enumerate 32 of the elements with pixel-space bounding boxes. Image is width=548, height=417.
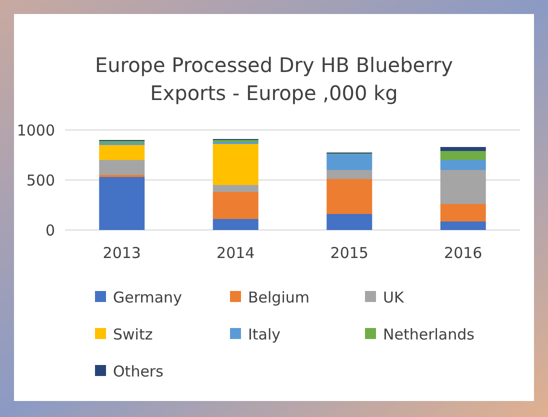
bar	[440, 147, 486, 151]
legend-label: Others	[113, 362, 164, 380]
legend-label: Germany	[113, 288, 182, 306]
legend-label: Netherlands	[383, 325, 475, 344]
bar	[326, 214, 372, 230]
legend-label: Switz	[113, 325, 153, 344]
bar	[212, 219, 258, 230]
legend-label: Belgium	[248, 288, 310, 306]
bar	[99, 160, 145, 175]
y-tick-label: 0	[45, 221, 55, 240]
bar	[99, 177, 145, 230]
bar	[99, 145, 145, 160]
x-tick-label: 2015	[330, 244, 368, 262]
legend-label: Italy	[248, 325, 281, 344]
legend-label: UK	[383, 288, 405, 306]
y-tick-label: 500	[26, 171, 55, 190]
chart-title: Europe Processed Dry HB Blueberry Exports - Europe ,000 kg	[94, 53, 454, 105]
bar	[440, 170, 486, 204]
bar	[440, 204, 486, 222]
bar	[326, 170, 372, 179]
bar	[326, 154, 372, 170]
y-tick-label: 1000	[16, 121, 55, 140]
bar	[440, 222, 486, 230]
x-tick-label: 2016	[444, 244, 482, 262]
x-tick-label: 2014	[216, 244, 255, 262]
bar	[212, 144, 258, 185]
bar	[212, 192, 258, 219]
bar	[326, 179, 372, 214]
bar	[212, 185, 258, 192]
bar	[440, 160, 486, 170]
x-tick-label: 2013	[102, 244, 141, 262]
bar	[440, 151, 486, 160]
